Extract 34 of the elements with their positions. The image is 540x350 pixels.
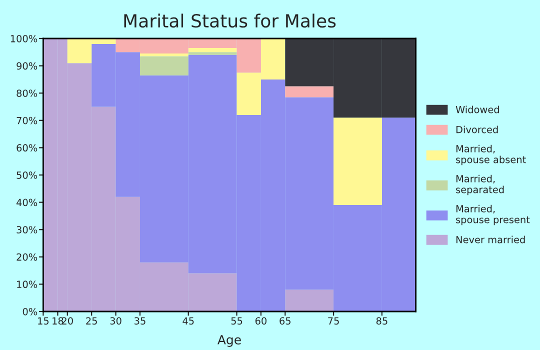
- bar: [188, 52, 237, 55]
- x-axis-title: Age: [218, 335, 241, 347]
- bar: [140, 56, 188, 76]
- y-tick-label: 100%: [10, 34, 38, 42]
- legend-label: Married, spouse present: [456, 204, 530, 226]
- chart-title: Marital Status for Males: [124, 14, 336, 28]
- y-tick-label: 20%: [16, 253, 38, 261]
- y-tick-label: 50%: [16, 171, 38, 179]
- x-tick-label: 15: [38, 317, 49, 325]
- x-tick-label: 25: [86, 317, 97, 325]
- y-tick-label: 90%: [16, 62, 38, 70]
- x-tick-label: 85: [376, 317, 388, 325]
- x-tick-label: 75: [328, 317, 339, 325]
- bar: [285, 86, 334, 98]
- legend-label: Never married: [456, 236, 525, 244]
- y-tick-label: 0%: [22, 308, 38, 316]
- y-tick-label: 70%: [16, 116, 38, 124]
- y-tick-label: 40%: [16, 198, 38, 206]
- legend-label: Married, separated: [456, 174, 504, 196]
- x-tick-label: 45: [182, 317, 194, 325]
- x-tick-label: 35: [134, 317, 146, 325]
- x-tick-label: 60: [255, 317, 266, 325]
- legend-label: Widowed: [456, 106, 499, 114]
- x-tick-label: 55: [231, 317, 242, 325]
- x-tick-label: 65: [280, 317, 290, 325]
- y-tick-label: 60%: [16, 144, 38, 152]
- legend-label: Divorced: [456, 126, 498, 134]
- y-tick-label: 10%: [17, 280, 38, 288]
- y-tick-label: 80%: [16, 90, 38, 97]
- legend-label: Married, spouse absent: [456, 144, 526, 166]
- x-tick-label: 18: [52, 317, 64, 325]
- x-tick-label: 30: [110, 317, 122, 325]
- y-tick-label: 30%: [16, 226, 38, 234]
- x-tick-label: 20: [62, 317, 73, 325]
